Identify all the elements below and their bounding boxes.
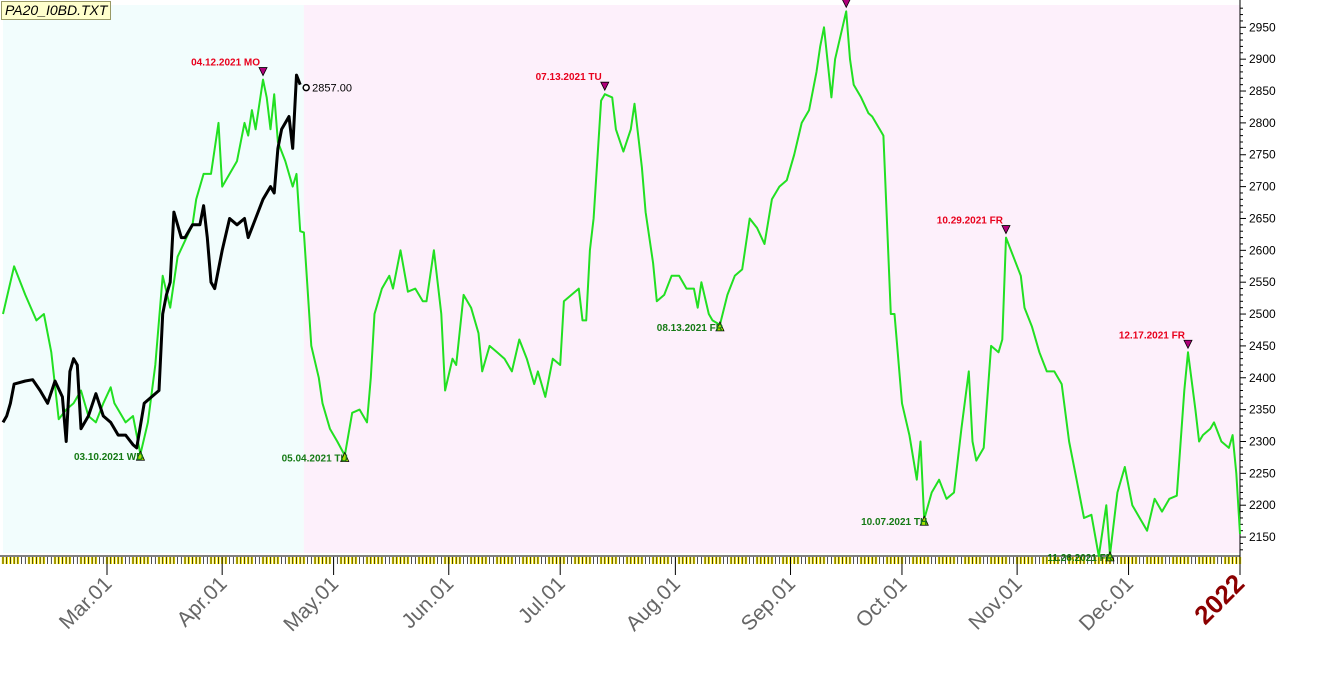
x-tick-label-group: Jun.01 [397, 572, 458, 633]
high-marker [1001, 225, 1011, 235]
x-tick-label: Jul.01 [514, 572, 570, 628]
y-tick-label: 2450 [1249, 339, 1276, 353]
high-marker-label: 10.29.2021 FR [937, 216, 1004, 227]
y-axis: 2150 2200 2250 2300 2350 2400 2450 2500 2550 2600… [1239, 0, 1276, 563]
y-tick-label: 2550 [1249, 275, 1276, 289]
x-tick-label: Dec.01 [1075, 572, 1138, 635]
x-tick-label: Oct.01 [851, 572, 911, 632]
series-line [1, 73, 302, 450]
high-marker-label: 07.13.2021 TU [536, 72, 602, 83]
x-tick-label-group: Dec.01 [1075, 572, 1138, 635]
x-axis: Mar.01 Apr.01 May.01 Jun.01 Jul.01 Aug.01 Sep.… [0, 555, 1250, 636]
last-price-dot [302, 83, 310, 92]
low-marker-label: 03.10.2021 WD [74, 452, 144, 463]
shaded-region [303, 5, 1240, 553]
x-tick-label-group: Oct.01 [851, 572, 911, 632]
high-marker [258, 67, 268, 77]
low-marker [135, 450, 146, 461]
shaded-region [3, 5, 304, 553]
y-tick-label: 2250 [1249, 466, 1276, 480]
low-marker-label: 11.26.2021 FR [1047, 553, 1113, 564]
x-tick-label: 2022 [1188, 568, 1250, 630]
y-tick-label: 2400 [1249, 371, 1276, 385]
low-marker-label: 10.07.2021 TH [861, 517, 927, 528]
x-tick-label: Sep.01 [737, 572, 800, 635]
x-tick-label-group: Apr.01 [173, 572, 232, 631]
y-tick-label: 2300 [1249, 434, 1276, 448]
low-marker [715, 320, 725, 332]
low-marker [1105, 550, 1115, 562]
low-marker [919, 515, 929, 526]
y-tick-label: 2900 [1249, 52, 1276, 66]
y-tick-label: 2800 [1249, 116, 1276, 130]
x-tick-label: Mar.01 [55, 572, 117, 634]
high-marker [842, 0, 851, 9]
x-tick-label-group: Nov.01 [964, 572, 1026, 634]
chart-title: PA20_I0BD.TXT [1, 1, 112, 20]
markers-layer: 03.10.2021 WD 04.12.2021 MO 05.04.2021 TU 0… [74, 0, 1193, 564]
y-tick-label: 2750 [1249, 148, 1276, 162]
series-layer: 2857.00 [1, 10, 1241, 558]
y-tick-label: 2600 [1249, 243, 1276, 257]
x-tick-label-group: Aug.01 [622, 572, 685, 635]
chart-background [3, 5, 1240, 553]
high-marker [600, 81, 610, 92]
x-tick-label-group: May.01 [279, 572, 343, 636]
y-tick-label: 2850 [1249, 84, 1276, 98]
low-marker [340, 451, 350, 462]
high-marker-label: 12.17.2021 FR [1119, 330, 1186, 341]
x-tick-label-group: Mar.01 [55, 572, 117, 634]
y-tick-label: 2200 [1249, 498, 1276, 512]
x-tick-label: Aug.01 [622, 572, 685, 635]
x-tick-label-group: 2022 [1188, 568, 1250, 630]
low-marker-label: 05.04.2021 TU [282, 454, 348, 465]
y-tick-label: 2700 [1249, 180, 1276, 194]
x-tick-label: Nov.01 [964, 572, 1026, 634]
y-tick-label: 2650 [1249, 211, 1276, 225]
y-tick-label: 2350 [1249, 403, 1276, 417]
x-tick-label: May.01 [279, 572, 343, 636]
x-tick-label-group: Jul.01 [514, 572, 570, 628]
y-tick-label: 2150 [1249, 530, 1276, 544]
x-tick-label-group: Sep.01 [737, 572, 800, 635]
low-marker-label: 08.13.2021 FR [657, 323, 724, 334]
series-line [2, 10, 1241, 558]
y-tick-label: 2950 [1249, 20, 1276, 34]
last-price-label: 2857.00 [312, 83, 352, 95]
x-tick-label: Apr.01 [173, 572, 232, 631]
high-marker-label: 04.12.2021 MO [191, 58, 260, 69]
x-tick-label: Jun.01 [397, 572, 458, 633]
y-tick-label: 2500 [1249, 307, 1276, 321]
high-marker [1183, 339, 1193, 350]
